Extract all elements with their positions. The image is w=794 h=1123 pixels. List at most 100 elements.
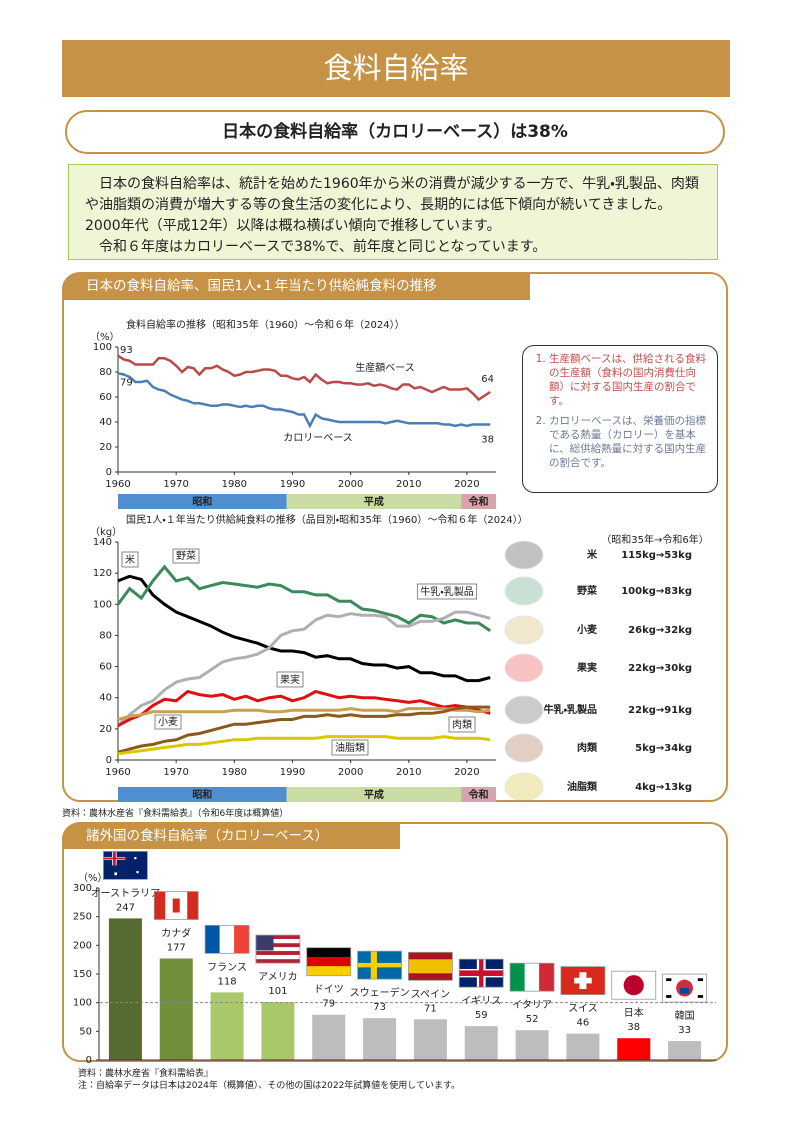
flag-part	[479, 959, 484, 988]
series-label: 牛乳・乳製品	[420, 585, 473, 598]
flag-border	[509, 962, 555, 992]
era-band	[286, 787, 462, 802]
y-tick-label: 120	[93, 568, 112, 579]
section-title: 日本の食料自給率、国民1人・１年当たり供給純食料の推移	[62, 273, 530, 300]
flag-part	[255, 943, 300, 948]
flag-part	[306, 956, 351, 967]
series-label: 野菜	[176, 550, 196, 562]
flag-part	[510, 963, 526, 992]
era-label: 平成	[364, 495, 384, 508]
x-tick-label: 1980	[222, 767, 247, 778]
y-axis-unit: （%）	[78, 872, 108, 884]
bar	[464, 1026, 498, 1060]
era-band	[118, 787, 287, 802]
x-tick-label: 1970	[163, 479, 188, 490]
item-change: 100kg→83kg	[621, 586, 692, 597]
country-name: オーストラリア	[91, 887, 161, 899]
flag-part	[574, 977, 592, 984]
item-change: 4kg→13kg	[635, 782, 692, 793]
bar	[668, 1041, 702, 1060]
bar	[159, 958, 193, 1060]
flag-part	[187, 891, 199, 920]
flag-border	[662, 973, 707, 1003]
flag-part	[306, 947, 351, 958]
bar	[413, 1019, 447, 1060]
series-label: カロリーベース	[283, 432, 353, 444]
flag-part	[697, 978, 704, 982]
flag-border	[103, 850, 148, 880]
label-box	[154, 714, 182, 730]
bar-value: 177	[167, 943, 186, 954]
era-label: 昭和	[192, 788, 212, 801]
y-tick-label: 250	[73, 912, 92, 923]
country-name: スペイン	[411, 989, 450, 1000]
label-box	[172, 548, 200, 564]
x-tick-label: 2000	[338, 767, 363, 778]
series-line	[117, 689, 491, 728]
intro-paragraph: 令和６年度はカロリーベースで38%で、前年度と同じとなっています。	[99, 239, 547, 255]
flag-border	[560, 966, 606, 996]
x-tick-label: 2010	[396, 767, 421, 778]
country-name: 日本	[624, 1006, 644, 1019]
flag-part	[234, 925, 250, 954]
y-tick-label: 300	[73, 883, 92, 894]
era-label: 平成	[364, 788, 384, 801]
series-line	[117, 574, 491, 683]
flag-part	[219, 925, 235, 954]
y-tick-label: 60	[99, 662, 112, 673]
item-name: 肉類	[577, 741, 598, 754]
country-name: 韓国	[675, 1010, 695, 1022]
value-label: 38	[481, 435, 494, 446]
x-tick-label: 1960	[105, 767, 130, 778]
section-title: 諸外国の食料自給率（カロリーベース）	[62, 823, 400, 849]
y-tick-label: 200	[73, 940, 92, 951]
flag-part	[255, 951, 300, 955]
flag-part	[539, 963, 555, 992]
item-name: 果実	[576, 661, 597, 674]
flag-border	[611, 970, 657, 1000]
value-label: 64	[481, 374, 494, 385]
flag-part	[676, 979, 693, 997]
x-tick-label: 1990	[280, 767, 305, 778]
x-tick-label: 2020	[454, 767, 479, 778]
country-name: イタリア	[512, 999, 552, 1011]
intro-paragraph: 日本の食料自給率は、統計を始めた1960年から米の消費が減少する一方で、牛乳・乳…	[85, 176, 699, 234]
flag-part	[357, 962, 402, 968]
food-icon	[504, 615, 544, 645]
bar-value: 247	[116, 902, 135, 913]
item-change: 22kg→30kg	[628, 663, 692, 674]
series-label: 小麦	[158, 716, 178, 728]
item-name: 野菜	[577, 584, 598, 597]
note: カロリーベースは、栄養価の指標である熱量（カロリー）を基本に、総供給熱量に対する…	[549, 414, 709, 470]
period-note: （昭和35年→令和6年）	[601, 533, 708, 546]
x-tick-label: 1980	[222, 479, 247, 490]
series-line	[116, 610, 491, 727]
flag-border	[153, 891, 199, 920]
y-tick-label: 0	[86, 1055, 92, 1066]
series-label: 果実	[280, 673, 300, 686]
flag-part	[136, 870, 139, 874]
country-name: イギリス	[461, 995, 501, 1007]
label-box	[416, 583, 478, 600]
food-icon	[504, 653, 544, 683]
series-line	[117, 705, 491, 754]
y-tick-label: 20	[99, 724, 112, 735]
bar	[566, 1033, 600, 1060]
note: 生産額ベースは、供給される食料の生産額（食料の国内消費仕向額）に対する国内生産の…	[549, 352, 709, 408]
y-tick-label: 50	[79, 1026, 92, 1037]
item-name: 小麦	[576, 623, 598, 636]
flag-border	[306, 947, 352, 977]
bar-value: 73	[373, 1002, 386, 1013]
y-tick-label: 20	[99, 442, 112, 453]
headline: 日本の食料自給率（カロリーベース）は38%	[65, 110, 725, 154]
x-tick-label: 1970	[163, 767, 188, 778]
series-label: 肉類	[452, 718, 472, 731]
item-name: 米	[587, 548, 598, 561]
label-box	[448, 716, 476, 733]
bar	[261, 1002, 295, 1060]
era-band	[461, 494, 496, 509]
x-tick-label: 1960	[105, 479, 130, 490]
series-label: 米	[125, 553, 135, 566]
